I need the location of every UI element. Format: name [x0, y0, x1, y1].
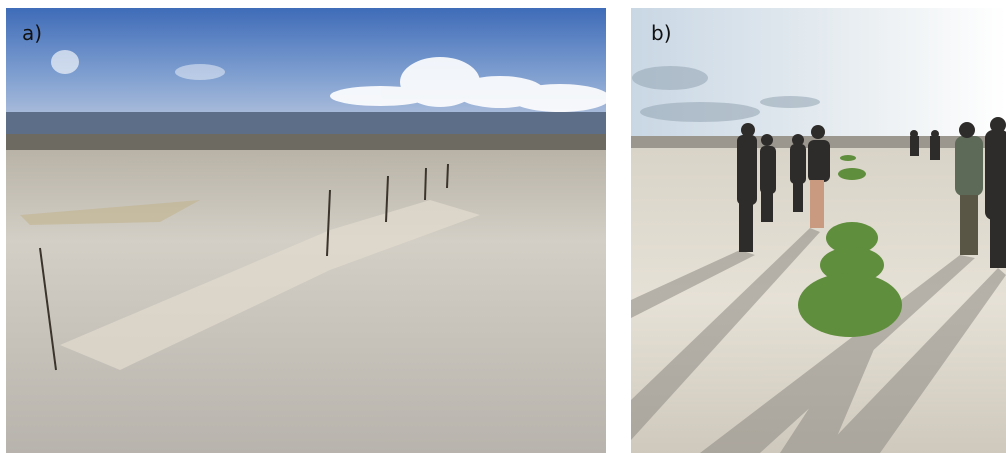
panel-label: a)	[22, 21, 42, 45]
photo-b	[631, 8, 1006, 453]
panel-label: b)	[651, 21, 672, 45]
photo-a	[6, 8, 606, 453]
